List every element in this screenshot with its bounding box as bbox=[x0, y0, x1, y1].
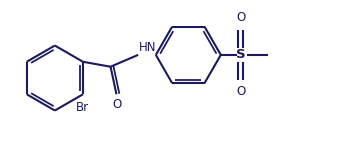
Text: HN: HN bbox=[139, 41, 156, 54]
Text: S: S bbox=[236, 48, 245, 61]
Text: Br: Br bbox=[75, 101, 89, 114]
Text: O: O bbox=[236, 85, 245, 98]
Text: O: O bbox=[113, 98, 122, 111]
Text: O: O bbox=[236, 11, 245, 24]
